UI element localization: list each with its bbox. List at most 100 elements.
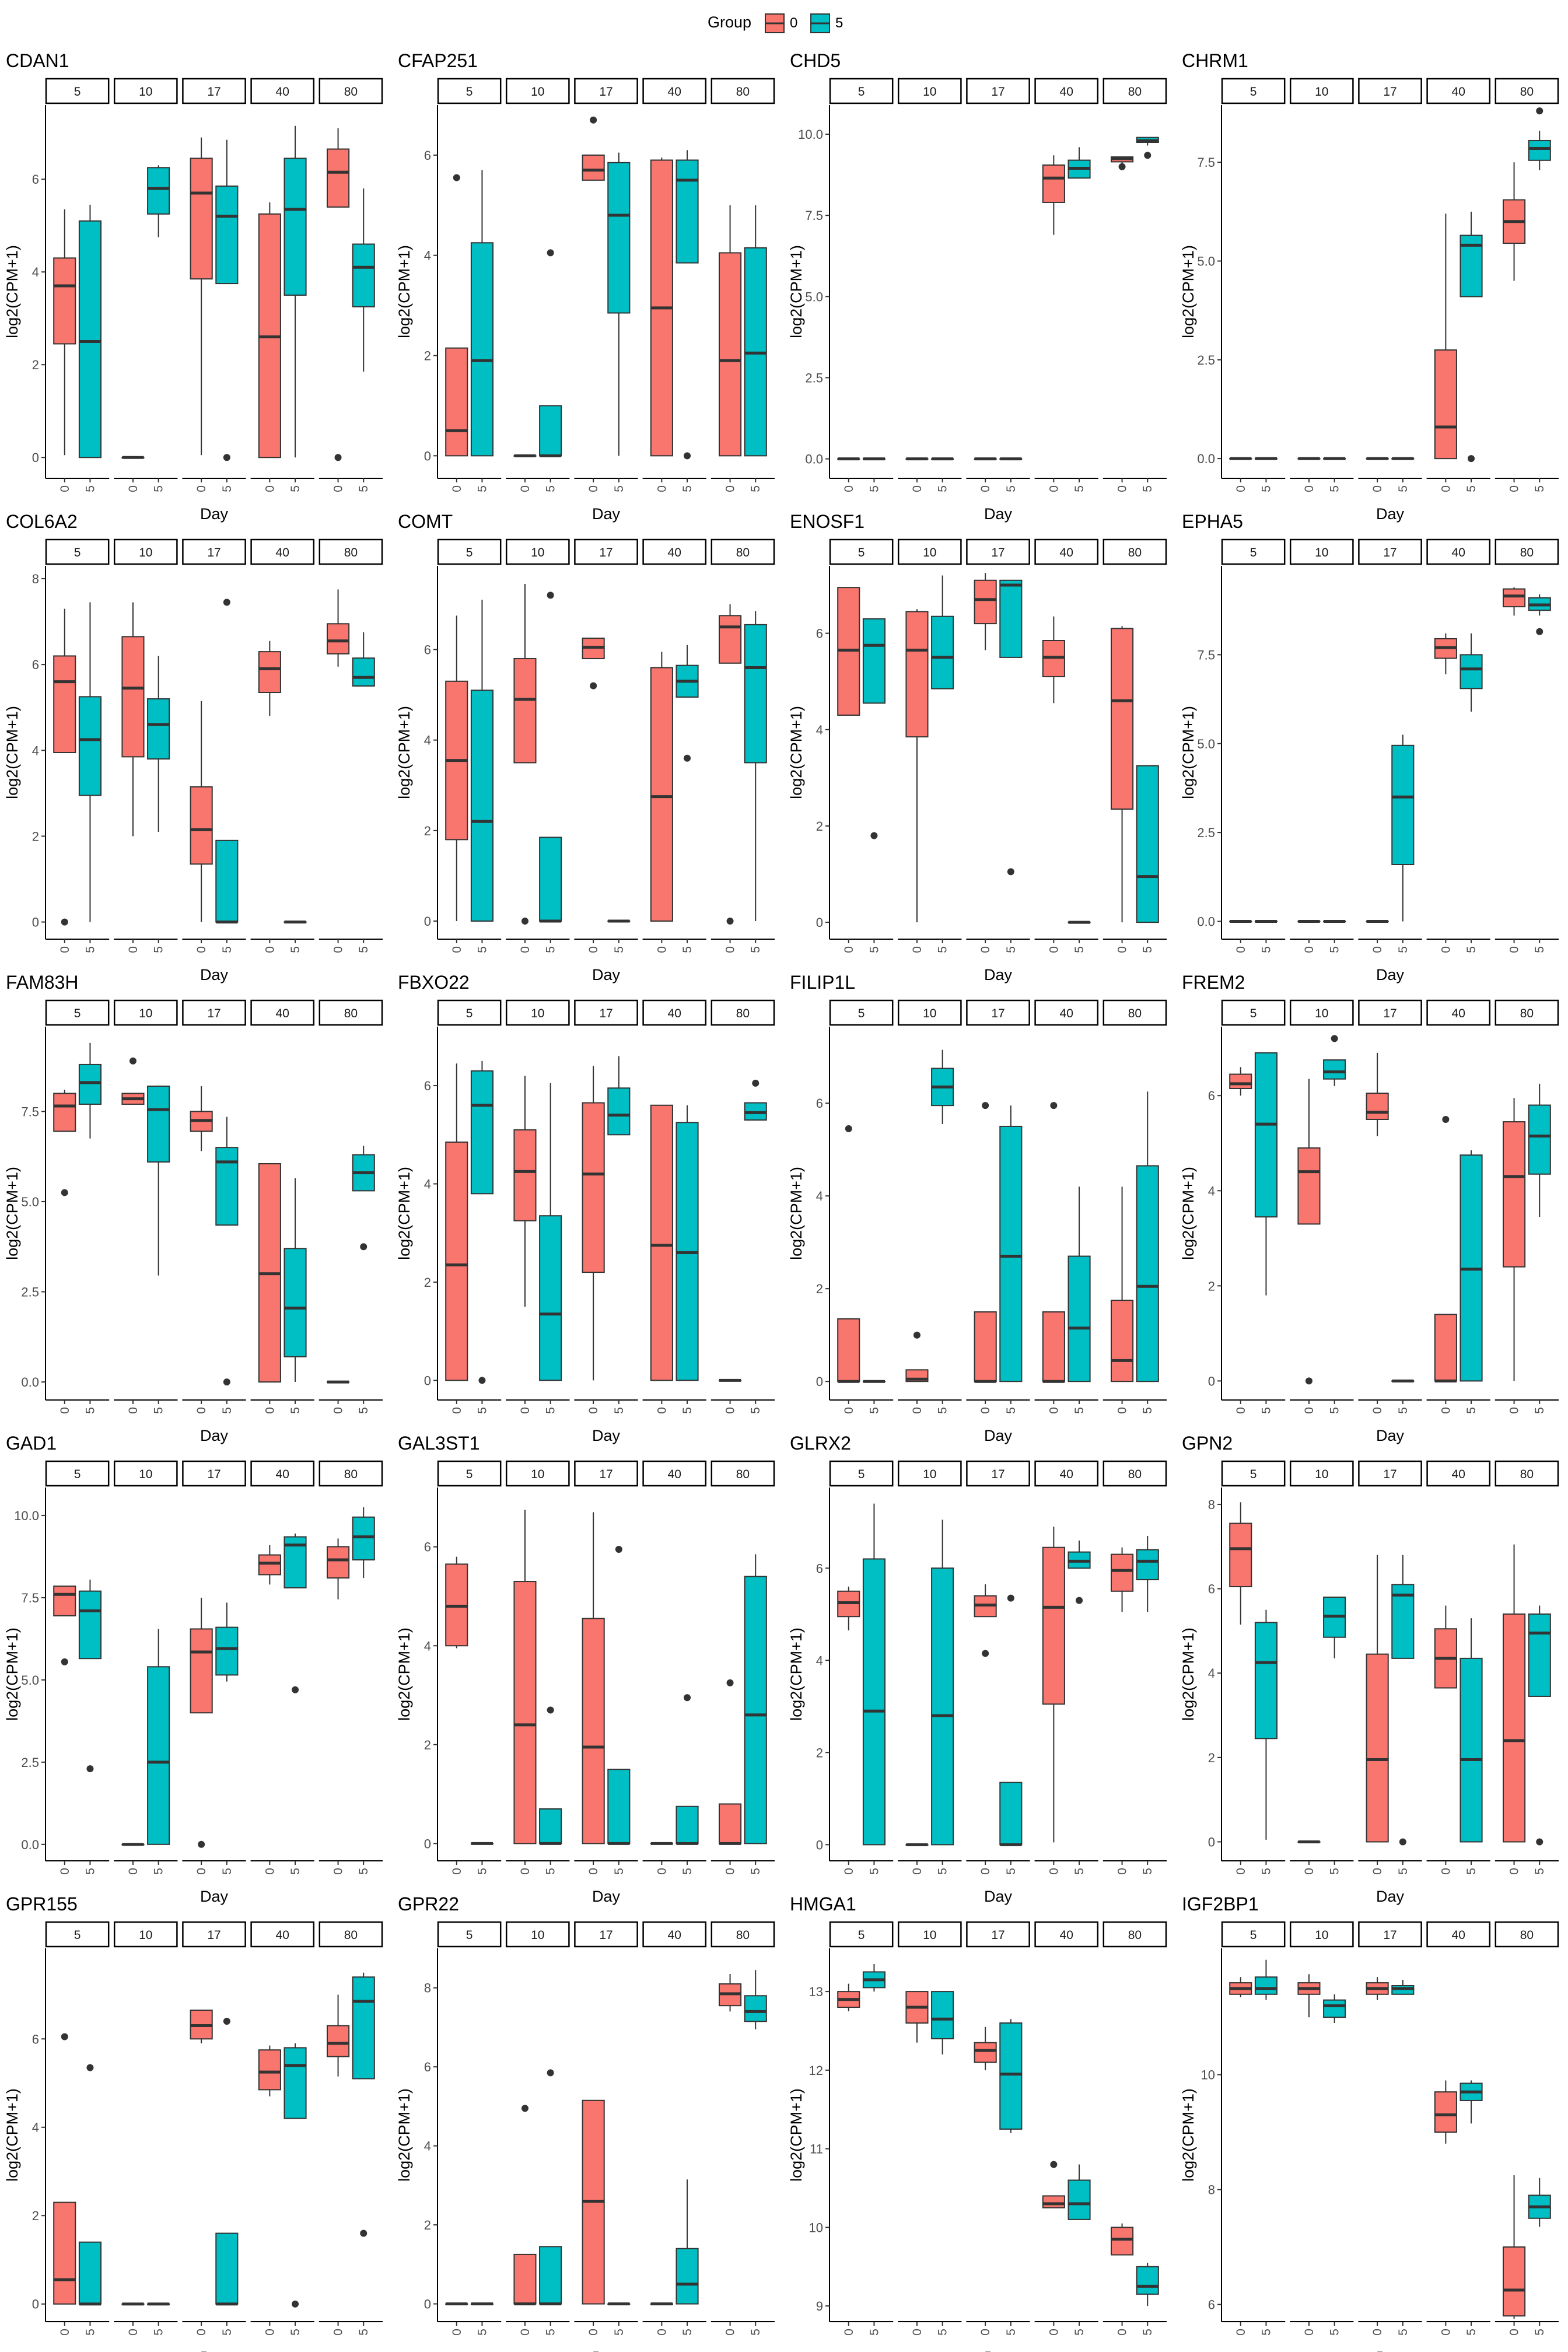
- y-tick-label: 4: [816, 723, 823, 737]
- facet-strip-label: 17: [991, 85, 1005, 99]
- x-tick-label: 0: [1047, 1868, 1060, 1875]
- box-group-0: [1229, 1502, 1252, 1625]
- facet-strip: [1221, 999, 1286, 1026]
- facet-strip: [1034, 999, 1099, 1026]
- x-tick-label: 0: [1371, 946, 1384, 953]
- box-group-0: [1366, 1555, 1389, 1843]
- facet-80: 80 0 5: [1494, 999, 1559, 1414]
- x-tick-label: 0: [519, 1868, 532, 1875]
- x-tick-label: 5: [1141, 2329, 1154, 2336]
- box-group-5: [744, 611, 767, 921]
- box-group-0: [905, 1331, 929, 1382]
- facet-strip: [710, 538, 775, 565]
- box-group-5: [862, 457, 886, 461]
- facet-strip: [45, 78, 110, 104]
- box-group-0: [326, 128, 350, 461]
- x-tick-label: 5: [936, 1407, 950, 1414]
- box-group-0: [582, 2099, 605, 2305]
- x-tick-label: 5: [867, 946, 881, 953]
- outlier-point: [982, 1650, 989, 1657]
- outlier-point: [913, 1331, 921, 1339]
- box: [1042, 164, 1065, 203]
- box: [147, 167, 170, 215]
- box: [1502, 1121, 1526, 1268]
- box-group-0: [190, 2010, 213, 2043]
- box-group-0: [1042, 1102, 1065, 1383]
- y-tick-label: 4: [32, 265, 39, 279]
- box: [905, 611, 929, 738]
- box-group-0: [1502, 587, 1526, 616]
- box-group-5: [999, 2019, 1023, 2133]
- y-tick-label: 6: [424, 1079, 431, 1093]
- facet-5: 5 0 5: [829, 78, 894, 492]
- y-tick-label: 13: [809, 1985, 823, 1999]
- box-group-0: [837, 457, 860, 461]
- y-tick-label: 0.0: [1197, 452, 1215, 466]
- facet-10: 10 0 5: [1289, 999, 1354, 1414]
- facet-strip: [710, 78, 775, 104]
- box: [931, 615, 954, 690]
- x-tick-label: 0: [979, 946, 992, 953]
- box: [862, 1558, 886, 1846]
- x-tick-label: 0: [1116, 1868, 1129, 1875]
- x-tick-label: 0: [332, 2329, 345, 2336]
- box: [999, 1782, 1023, 1846]
- facet-40: 40 0 5: [1034, 1460, 1099, 1875]
- x-tick-label: 5: [1005, 485, 1018, 492]
- facet-strip-label: 10: [531, 1468, 544, 1481]
- x-tick-label: 5: [749, 485, 762, 492]
- x-tick-label: 5: [1328, 485, 1342, 492]
- x-tick-label: 0: [1303, 1407, 1316, 1414]
- box-group-5: [1323, 1994, 1346, 2023]
- x-tick-label: 5: [152, 946, 166, 953]
- y-tick-label: 0.0: [805, 452, 823, 467]
- x-tick-label: 0: [263, 946, 276, 953]
- x-tick-label: 5: [1533, 946, 1546, 953]
- box: [1042, 1546, 1065, 1705]
- panel-title: FBXO22: [398, 972, 470, 993]
- box-group-0: [650, 158, 673, 457]
- y-tick-label: 6: [424, 1540, 431, 1555]
- facet-80: 80 0 5: [1494, 78, 1559, 492]
- box: [1502, 588, 1526, 608]
- box-group-5: [352, 632, 375, 687]
- box: [1042, 1311, 1065, 1382]
- box: [53, 1093, 76, 1132]
- y-axis-title: log2(CPM+1): [788, 245, 805, 338]
- facet-strip-label: 40: [668, 1929, 681, 1942]
- outlier-point: [61, 1658, 68, 1665]
- x-tick-label: 5: [475, 1868, 489, 1875]
- x-tick-label: 5: [544, 1407, 558, 1414]
- facet-strip: [1102, 538, 1167, 565]
- box-group-0: [1229, 1977, 1252, 1997]
- x-axis-title: Day: [592, 1888, 621, 1905]
- y-tick-label: 6: [1208, 1088, 1215, 1103]
- box: [1229, 1522, 1252, 1587]
- y-tick-label: 2: [424, 2218, 431, 2232]
- x-tick-label: 5: [749, 1868, 762, 1875]
- y-tick-label: 4: [1208, 1184, 1215, 1198]
- y-axis-title: log2(CPM+1): [396, 1167, 413, 1260]
- outlier-point: [292, 1686, 299, 1693]
- panel-title: CHRM1: [1182, 50, 1248, 71]
- y-tick-label: 0: [32, 2297, 39, 2312]
- box: [326, 623, 350, 654]
- box-group-5: [676, 1694, 699, 1845]
- x-tick-label: 0: [587, 485, 600, 492]
- box-group-0: [190, 1086, 213, 1152]
- panel-title: COMT: [398, 511, 453, 532]
- facet-17: 170 5: [966, 999, 1030, 1414]
- facet-strip-label: 5: [858, 546, 865, 559]
- y-tick-label: 2: [1208, 1751, 1215, 1765]
- outlier-point: [1536, 1838, 1544, 1846]
- x-tick-label: 5: [475, 2329, 489, 2336]
- x-tick-label: 0: [842, 2329, 856, 2336]
- x-tick-label: 5: [1005, 1407, 1018, 1414]
- facet-strip: [897, 78, 962, 104]
- x-axis-title: Day: [200, 1888, 229, 1905]
- box-group-5: [676, 150, 699, 460]
- x-tick-label: 0: [195, 1868, 208, 1875]
- x-tick-label: 5: [1465, 2329, 1478, 2336]
